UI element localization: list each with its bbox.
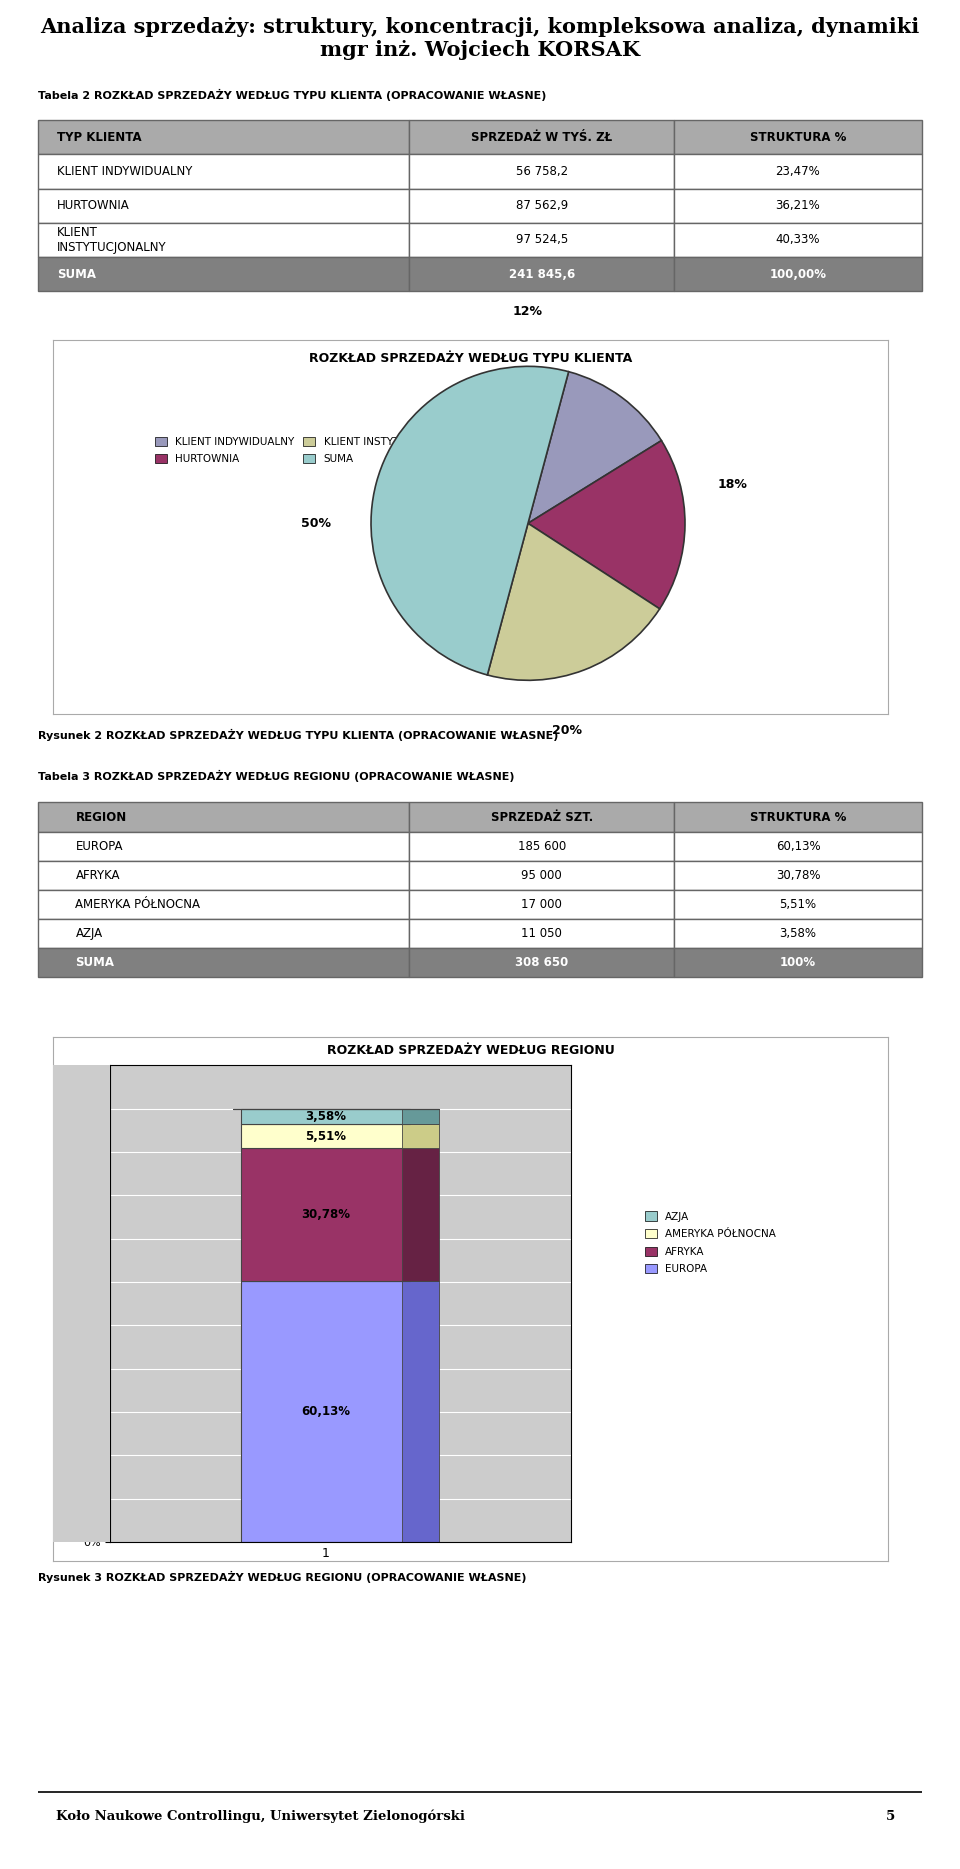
Wedge shape bbox=[528, 441, 685, 609]
Text: Rysunek 2 ROZKŁAD SPRZEDAŻY WEDŁUG TYPU KLIENTA (OPRACOWANIE WŁASNE): Rysunek 2 ROZKŁAD SPRZEDAŻY WEDŁUG TYPU … bbox=[38, 729, 559, 740]
Bar bbox=[241, 1123, 410, 1148]
Text: Tabela 3 ROZKŁAD SPRZEDAŻY WEDŁUG REGIONU (OPRACOWANIE WŁASNE): Tabela 3 ROZKŁAD SPRZEDAŻY WEDŁUG REGION… bbox=[38, 770, 515, 781]
Bar bbox=[241, 1148, 410, 1282]
Text: 5,51%: 5,51% bbox=[305, 1129, 346, 1142]
Text: 20%: 20% bbox=[552, 723, 583, 736]
Polygon shape bbox=[402, 1148, 439, 1282]
Bar bbox=[241, 1108, 410, 1123]
Text: 30,78%: 30,78% bbox=[300, 1207, 350, 1220]
Wedge shape bbox=[528, 372, 661, 523]
Polygon shape bbox=[402, 1282, 439, 1542]
Text: ROZKŁAD SPRZEDAŻY WEDŁUG TYPU KLIENTA: ROZKŁAD SPRZEDAŻY WEDŁUG TYPU KLIENTA bbox=[309, 353, 632, 364]
Text: 50%: 50% bbox=[301, 518, 331, 529]
Legend: AZJA, AMERYKA PÓŁNOCNA, AFRYKA, EUROPA: AZJA, AMERYKA PÓŁNOCNA, AFRYKA, EUROPA bbox=[641, 1209, 780, 1277]
Text: 3,58%: 3,58% bbox=[305, 1110, 346, 1123]
Text: 18%: 18% bbox=[717, 478, 747, 490]
Wedge shape bbox=[488, 523, 660, 680]
Text: Rysunek 3 ROZKŁAD SPRZEDAŻY WEDŁUG REGIONU (OPRACOWANIE WŁASNE): Rysunek 3 ROZKŁAD SPRZEDAŻY WEDŁUG REGIO… bbox=[38, 1572, 527, 1583]
Bar bbox=[241, 1282, 410, 1542]
Polygon shape bbox=[402, 1108, 439, 1123]
Text: ROZKŁAD SPRZEDAŻY WEDŁUG REGIONU: ROZKŁAD SPRZEDAŻY WEDŁUG REGIONU bbox=[326, 1045, 614, 1056]
Text: 60,13%: 60,13% bbox=[300, 1405, 350, 1419]
Wedge shape bbox=[371, 366, 568, 675]
Legend: KLIENT INDYWIDUALNY, HURTOWNIA, KLIENT INSTYTUCJONALNY, SUMA: KLIENT INDYWIDUALNY, HURTOWNIA, KLIENT I… bbox=[152, 434, 463, 467]
Text: Koło Naukowe Controllingu, Uniwersytet Zielonogórski: Koło Naukowe Controllingu, Uniwersytet Z… bbox=[56, 1809, 465, 1824]
Text: Tabela 2 ROZKŁAD SPRZEDAŻY WEDŁUG TYPU KLIENTA (OPRACOWANIE WŁASNE): Tabela 2 ROZKŁAD SPRZEDAŻY WEDŁUG TYPU K… bbox=[38, 90, 547, 101]
Text: Analiza sprzedaży: struktury, koncentracji, kompleksowa analiza, dynamiki
mgr in: Analiza sprzedaży: struktury, koncentrac… bbox=[40, 17, 920, 60]
Text: 5: 5 bbox=[886, 1811, 895, 1822]
Polygon shape bbox=[402, 1123, 439, 1148]
Text: 12%: 12% bbox=[513, 305, 543, 318]
